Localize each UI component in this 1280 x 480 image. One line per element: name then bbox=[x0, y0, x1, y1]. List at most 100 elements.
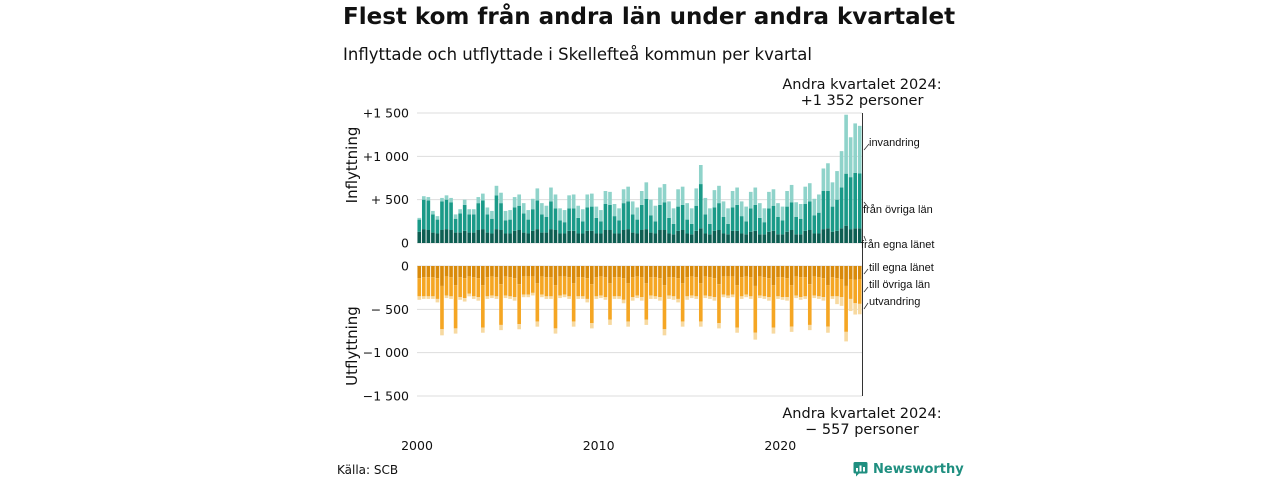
bar-out-own-county bbox=[594, 266, 599, 278]
bar-in-immigration bbox=[821, 168, 826, 191]
bar-out-other-counties bbox=[839, 279, 844, 298]
bar-in-immigration bbox=[762, 208, 767, 223]
bar-out-own-county bbox=[658, 266, 662, 279]
bar-out-own-county bbox=[753, 266, 758, 286]
bar-in-own-county bbox=[803, 230, 808, 243]
bar-out-emigration bbox=[585, 298, 590, 303]
bar-out-own-county bbox=[617, 266, 621, 278]
bar-out-own-county bbox=[698, 266, 703, 284]
bar-in-own-county bbox=[730, 230, 735, 243]
bar-in-own-county bbox=[544, 232, 549, 243]
bar-in-immigration bbox=[553, 194, 558, 209]
bar-in-other-counties bbox=[426, 200, 431, 230]
bar-in-own-county bbox=[435, 233, 440, 243]
bar-out-emigration bbox=[708, 296, 712, 299]
bar-out-emigration bbox=[694, 296, 699, 299]
bar-out-own-county bbox=[599, 266, 603, 277]
bar-out-own-county bbox=[494, 266, 499, 278]
bar-out-emigration bbox=[490, 295, 494, 299]
bar-in-own-county bbox=[767, 231, 771, 243]
bar-in-other-counties bbox=[685, 219, 689, 234]
bar-in-own-county bbox=[440, 230, 444, 243]
bar-in-own-county bbox=[698, 228, 703, 243]
bar-in-other-counties bbox=[639, 204, 644, 230]
bar-out-emigration bbox=[462, 298, 467, 302]
annotation-top-line1: Andra kvartalet 2024: bbox=[782, 77, 941, 93]
bar-in-own-county bbox=[744, 234, 749, 243]
bar-in-immigration bbox=[794, 202, 798, 217]
bar-in-other-counties bbox=[821, 191, 826, 230]
bar-out-emigration bbox=[508, 296, 512, 299]
bar-out-other-counties bbox=[735, 285, 739, 328]
bar-in-immigration bbox=[789, 184, 794, 203]
legend-label-till-ovriga-lan: till övriga län bbox=[869, 279, 930, 291]
bar-out-own-county bbox=[544, 266, 549, 278]
bar-in-other-counties bbox=[717, 203, 721, 230]
bar-out-other-counties bbox=[694, 277, 699, 297]
bar-in-immigration bbox=[689, 208, 694, 224]
bar-in-immigration bbox=[485, 207, 490, 215]
bar-in-immigration bbox=[421, 196, 426, 200]
bar-out-own-county bbox=[758, 266, 762, 277]
bar-out-own-county bbox=[435, 266, 440, 279]
bar-in-immigration bbox=[839, 151, 844, 188]
bar-out-own-county bbox=[571, 266, 576, 284]
bar-out-other-counties bbox=[621, 278, 626, 300]
bar-out-emigration bbox=[685, 296, 689, 300]
bar-out-own-county bbox=[521, 266, 526, 277]
bar-in-immigration bbox=[708, 208, 712, 224]
legend-leader-till-ovriga-lan bbox=[863, 286, 869, 293]
bar-in-immigration bbox=[658, 187, 662, 205]
bar-in-other-counties bbox=[490, 218, 494, 234]
bar-in-own-county bbox=[471, 232, 476, 243]
bar-out-emigration bbox=[817, 296, 821, 299]
bar-in-own-county bbox=[708, 234, 712, 243]
bar-in-immigration bbox=[717, 185, 721, 204]
bar-in-immigration bbox=[440, 197, 444, 202]
bar-in-other-counties bbox=[857, 173, 862, 229]
bar-in-own-county bbox=[717, 230, 721, 243]
legend-label-invandring: invandring bbox=[869, 137, 920, 149]
bar-out-emigration bbox=[621, 299, 626, 304]
bar-in-own-county bbox=[626, 229, 630, 243]
bar-out-other-counties bbox=[499, 284, 503, 325]
bar-out-emigration bbox=[471, 296, 476, 299]
bar-out-other-counties bbox=[767, 278, 771, 298]
bar-in-own-county bbox=[776, 234, 780, 243]
bar-out-own-county bbox=[721, 266, 726, 277]
bar-out-other-counties bbox=[685, 277, 689, 297]
bar-in-immigration bbox=[476, 197, 481, 204]
bar-in-other-counties bbox=[817, 212, 821, 234]
bar-out-own-county bbox=[621, 266, 626, 279]
bar-out-own-county bbox=[671, 266, 676, 278]
bar-in-own-county bbox=[499, 230, 503, 243]
bar-out-emigration bbox=[780, 297, 785, 300]
bar-out-emigration bbox=[830, 296, 835, 299]
bar-in-other-counties bbox=[512, 207, 517, 231]
bar-out-emigration bbox=[599, 295, 603, 299]
bar-out-other-counties bbox=[417, 278, 422, 297]
bar-in-own-county bbox=[485, 232, 490, 243]
bar-in-immigration bbox=[644, 182, 649, 199]
bar-in-other-counties bbox=[544, 217, 549, 233]
bar-out-emigration bbox=[839, 297, 844, 306]
bar-out-emigration bbox=[426, 296, 431, 299]
bar-in-other-counties bbox=[689, 223, 694, 235]
bar-out-emigration bbox=[798, 297, 803, 300]
bar-in-other-counties bbox=[494, 195, 499, 230]
bar-in-other-counties bbox=[812, 215, 817, 234]
bar-in-immigration bbox=[426, 197, 431, 201]
bar-in-other-counties bbox=[471, 214, 476, 233]
bar-in-immigration bbox=[649, 199, 653, 216]
bar-in-own-county bbox=[821, 229, 826, 243]
axis-ticks: +1 500 +1 000 + 500 0 0 − 500 −1 000 −1 500 2000… bbox=[363, 106, 796, 454]
bar-in-other-counties bbox=[462, 204, 467, 231]
x-tick-label: 2000 bbox=[401, 438, 433, 453]
bar-in-other-counties bbox=[499, 203, 503, 230]
bar-out-emigration bbox=[717, 323, 721, 329]
bar-in-own-county bbox=[798, 234, 803, 243]
bar-in-own-county bbox=[521, 232, 526, 243]
bar-out-other-counties bbox=[426, 277, 431, 297]
bar-out-own-county bbox=[703, 266, 708, 277]
bar-in-immigration bbox=[626, 186, 630, 202]
